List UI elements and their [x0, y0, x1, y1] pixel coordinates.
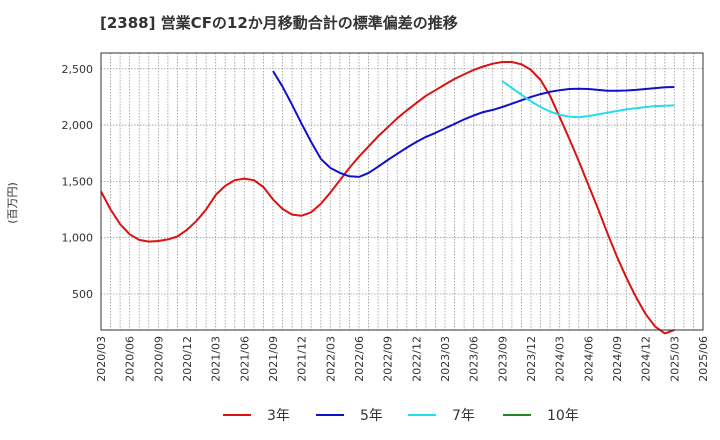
x-tick-label: 2025/03 [668, 336, 681, 382]
chart-title: [2388] 営業CFの12か月移動合計の標準偏差の推移 [100, 14, 458, 32]
series-line [100, 61, 675, 335]
y-axis-label: (百万円) [6, 182, 19, 224]
x-tick-label: 2021/06 [238, 336, 251, 382]
y-tick-label: 1,000 [62, 232, 94, 245]
x-tick-label: 2020/09 [152, 336, 165, 382]
x-tick-label: 2023/06 [468, 336, 481, 382]
x-tick-label: 2021/12 [296, 336, 309, 382]
x-tick-label: 2020/06 [124, 336, 137, 382]
y-tick-label: 1,500 [62, 175, 94, 188]
x-tick-label: 2024/09 [611, 336, 624, 382]
legend-label: 5年 [360, 408, 383, 424]
x-tick-label: 2024/06 [582, 336, 595, 382]
y-tick-label: 2,000 [62, 119, 94, 132]
legend-label: 3年 [267, 408, 290, 424]
series-lines [100, 61, 675, 335]
x-tick-labels: 2020/03 2020/06 2020/09 2020/12 2021/03 2021/… [95, 336, 710, 382]
x-tick-label: 2024/12 [640, 336, 653, 382]
x-tick-label: 2025/06 [697, 336, 710, 382]
x-tick-label: 2022/06 [353, 336, 366, 382]
series-line [272, 70, 675, 178]
x-tick-label: 2023/03 [439, 336, 452, 382]
x-tick-label: 2020/12 [181, 336, 194, 382]
x-tick-label: 2023/12 [525, 336, 538, 382]
legend: 3年 5年 7年 10年 [223, 408, 579, 424]
series-line [501, 80, 675, 119]
x-tick-label: 2021/09 [267, 336, 280, 382]
x-tick-label: 2022/12 [410, 336, 423, 382]
legend-label: 10年 [547, 408, 579, 424]
x-tick-label: 2022/03 [324, 336, 337, 382]
legend-label: 7年 [452, 408, 475, 424]
x-tick-label: 2021/03 [210, 336, 223, 382]
y-tick-label: 500 [72, 288, 93, 301]
x-tick-label: 2020/03 [95, 336, 108, 382]
y-tick-labels: 500 1,000 1,500 2,000 2,500 [62, 63, 94, 301]
x-tick-label: 2023/09 [496, 336, 509, 382]
x-tick-label: 2024/03 [554, 336, 567, 382]
y-tick-label: 2,500 [62, 63, 94, 76]
plot-frame [100, 52, 704, 331]
grid [101, 53, 703, 330]
x-tick-label: 2022/09 [382, 336, 395, 382]
